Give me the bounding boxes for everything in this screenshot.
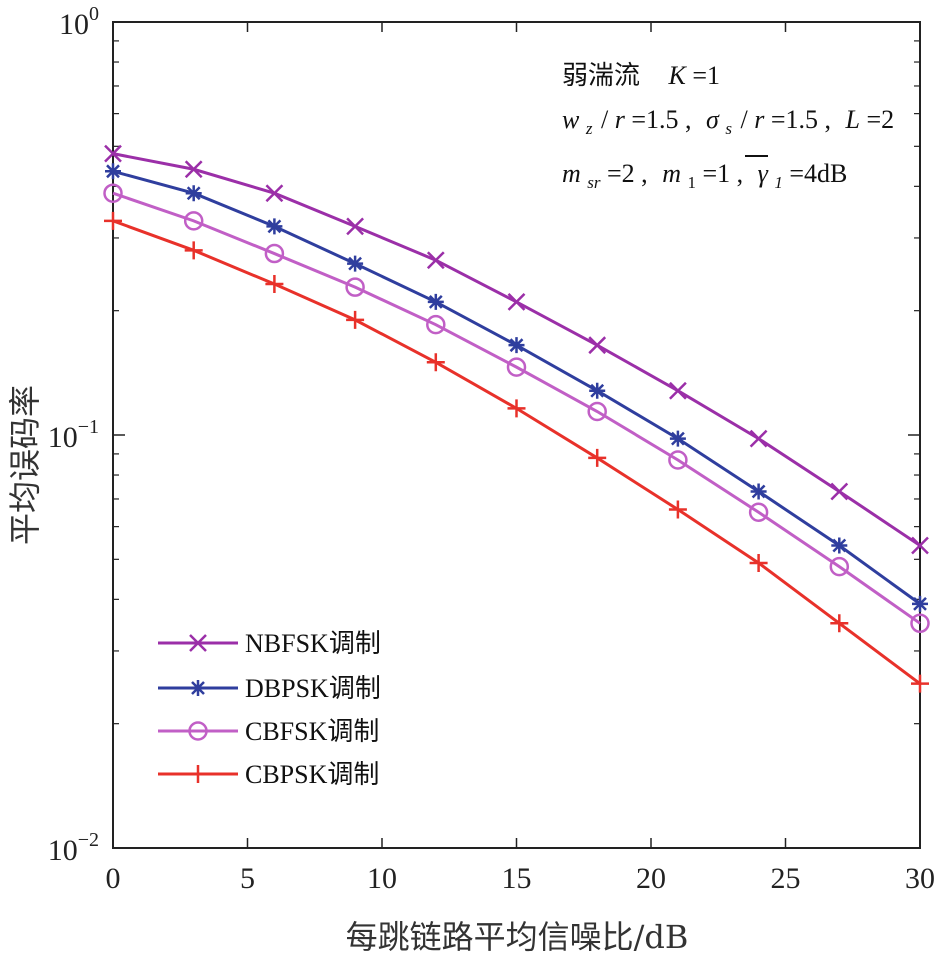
data-point (669, 381, 687, 400)
legend-label: CBFSK调制 (245, 717, 379, 746)
legend-label: DBPSK调制 (245, 674, 381, 703)
x-tick-label: 30 (905, 862, 935, 895)
data-point (426, 353, 445, 372)
series-layer (103, 144, 930, 693)
annotation-line-1: 弱湍流 K =1 (562, 61, 720, 90)
data-point (912, 595, 928, 612)
series-x (104, 144, 929, 555)
plot-frame (112, 21, 921, 849)
data-point (347, 255, 364, 272)
x-tick-label: 5 (240, 862, 255, 895)
x-tick-label: 25 (771, 862, 801, 895)
data-point (104, 211, 122, 230)
data-point (829, 556, 850, 577)
legend-label: CBPSK调制 (245, 760, 379, 789)
data-point (507, 293, 526, 311)
data-point (749, 553, 768, 572)
data-point (104, 144, 122, 163)
series-asterisk (105, 163, 928, 612)
data-point (426, 251, 445, 270)
legend-item: DBPSK调制 (158, 674, 381, 703)
annotation-line-2: w z / r =1.5 , σ s / r =1.5 , L =2 (562, 105, 894, 140)
data-point (830, 482, 849, 501)
annotation-line-3: m sr =2 , m 1 =1 , γ 1 =4dB (562, 159, 847, 194)
data-point (346, 217, 364, 236)
data-point (669, 430, 686, 447)
legend-swatch-marker (188, 721, 208, 741)
annotation-block: 弱湍流 K =1 w z / r =1.5 , σ s / r =1.5 , L… (562, 61, 894, 194)
data-point (668, 500, 687, 519)
data-point (588, 448, 607, 467)
data-point (183, 211, 204, 231)
data-point (910, 613, 930, 634)
data-point (426, 314, 446, 335)
axis-ticks: 0 5 10 15 20 25 30 100 10−1 10−2 (48, 3, 935, 895)
legend: NBFSK调制 DBPSK调制 CBFSK调制 CBPSK调制 (158, 629, 381, 789)
data-point (103, 183, 123, 203)
series-plus (104, 211, 929, 693)
data-point (911, 536, 929, 555)
data-point (265, 184, 284, 203)
y-axis-title: 平均误码率 (6, 385, 44, 545)
legend-item: CBPSK调制 (158, 760, 379, 789)
data-point (748, 502, 769, 523)
data-point (750, 483, 767, 500)
legend-label: NBFSK调制 (245, 629, 381, 658)
legend-swatch-marker (189, 765, 207, 783)
x-tick-label: 10 (367, 862, 397, 895)
data-point (588, 336, 607, 355)
data-point (427, 293, 444, 310)
legend-item: NBFSK调制 (158, 629, 381, 658)
data-point (184, 241, 203, 260)
plot-border (112, 21, 921, 849)
data-point (831, 537, 848, 554)
data-point (508, 337, 525, 354)
legend-swatch-marker (190, 680, 206, 696)
data-point (911, 674, 929, 693)
y-tick-label: 10−2 (48, 829, 99, 867)
data-point (105, 163, 121, 180)
data-point (589, 382, 606, 399)
data-point (830, 614, 849, 633)
x-tick-label: 20 (636, 862, 666, 895)
x-axis-title: 每跳链路平均信噪比/dB (346, 918, 689, 956)
data-point (265, 275, 284, 294)
data-point (346, 310, 365, 329)
y-tick-label: 100 (59, 3, 99, 41)
x-tick-label: 15 (502, 862, 532, 895)
y-tick-label: 10−1 (48, 416, 99, 454)
data-point (264, 243, 285, 264)
data-point (507, 399, 526, 418)
data-point (266, 218, 283, 235)
legend-item: CBFSK调制 (158, 717, 379, 746)
legend-swatch-marker (189, 634, 207, 652)
data-point (185, 185, 202, 202)
series-circle (103, 183, 930, 634)
data-point (749, 429, 768, 448)
series-line (112, 191, 921, 625)
data-point (345, 277, 365, 297)
data-point (506, 357, 527, 377)
series-line (112, 219, 921, 685)
x-tick-label: 0 (106, 862, 121, 895)
data-point (184, 160, 203, 179)
data-point (668, 450, 688, 470)
data-point (587, 401, 607, 422)
